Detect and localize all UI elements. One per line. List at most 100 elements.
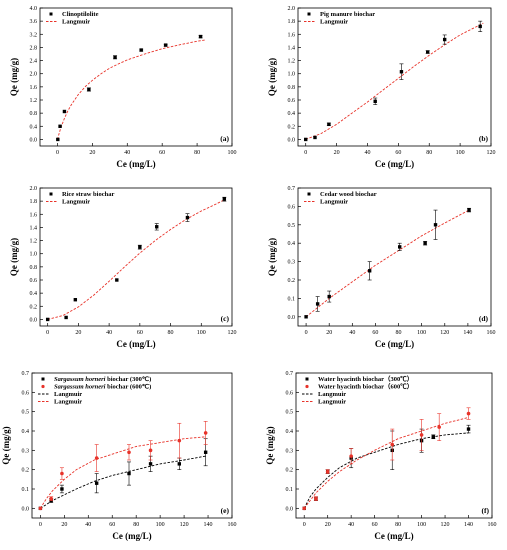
panel-label: (a) <box>220 134 229 143</box>
legend-label: Rice straw biochar <box>62 191 114 198</box>
y-tick-label: 1.4 <box>30 225 38 231</box>
data-point <box>60 487 64 491</box>
y-axis-label: Qe (mg/g) <box>1 426 11 464</box>
plot-frame <box>297 187 492 327</box>
chart-panel-1: 0 20 40 60 80 100 0.0 0.4 0.8 1.2 1.6 2.0 2.4 2.8 3.2 3… <box>9 6 237 169</box>
legend-marker <box>305 377 309 381</box>
data-point <box>60 471 64 476</box>
x-tick-label: 80 <box>194 150 200 156</box>
data-point <box>399 70 404 74</box>
y-tick-label: 1.0 <box>30 252 38 258</box>
y-tick-label: 0.4 <box>30 291 38 297</box>
legend-marker <box>41 377 45 381</box>
data-point <box>185 215 190 220</box>
data-point <box>49 496 53 501</box>
x-tick-label: 0 <box>305 330 308 336</box>
data-point <box>315 302 320 306</box>
x-tick-label: 100 <box>228 150 237 156</box>
series-line <box>47 199 225 320</box>
y-tick-label: 0.8 <box>288 85 296 91</box>
y-tick-label: 0.4 <box>288 241 296 247</box>
y-tick-label: 1.4 <box>288 45 296 51</box>
chart-panel-4: 0 20 40 60 80 100 120 140 160 0.0 0.1 0.2 0.3 0.4 0.5 0… <box>267 186 496 349</box>
series-line <box>40 436 206 509</box>
series-line <box>303 432 469 509</box>
legend-label-italic: Sargassum horneri <box>54 376 106 383</box>
legend-label: Water hyacinth biochar（600℃） <box>318 383 413 391</box>
y-tick-label: 0.6 <box>286 390 294 396</box>
series-line <box>305 209 470 318</box>
x-axis-label: Ce (mg/L) <box>374 531 413 541</box>
y-tick-label: 0.7 <box>286 371 294 377</box>
data-point <box>442 37 447 42</box>
data-point <box>327 294 331 299</box>
y-tick-label: 0.4 <box>288 111 296 117</box>
y-axis-label: Qe (mg/g) <box>9 238 19 276</box>
data-point <box>466 427 471 431</box>
y-tick-label: 1.6 <box>30 85 38 91</box>
x-axis-label: Ce (mg/L) <box>375 159 414 169</box>
y-tick-label: 0.0 <box>30 137 38 143</box>
data-point <box>433 223 438 227</box>
x-tick-label: 40 <box>85 522 91 528</box>
data-point <box>148 462 153 466</box>
x-tick-label: 60 <box>395 150 401 156</box>
data-point <box>367 269 372 273</box>
y-tick-label: 0.1 <box>288 296 296 302</box>
x-tick-label: 120 <box>180 522 189 528</box>
y-tick-label: 1.6 <box>30 212 38 218</box>
x-tick-label: 40 <box>124 150 130 156</box>
data-point <box>398 245 402 249</box>
y-tick-label: 0.7 <box>288 186 296 192</box>
x-tick-label: 100 <box>417 522 426 528</box>
data-point <box>138 245 142 249</box>
y-tick-label: 0.2 <box>22 468 30 474</box>
data-point <box>314 496 318 501</box>
data-point <box>304 137 308 142</box>
data-point <box>177 462 182 466</box>
x-axis-label: Ce (mg/L) <box>116 339 155 349</box>
x-tick-label: 140 <box>204 522 213 528</box>
y-tick-label: 1.2 <box>288 59 296 65</box>
legend-label: Sargassum horneri biochar (600℃) <box>54 383 151 391</box>
x-tick-label: 40 <box>364 150 370 156</box>
chart-panel-2: 0 20 40 60 80 100 120 0.0 0.2 0.4 0.6 0.8 1.0 1.2 1.4 1… <box>267 6 496 169</box>
plot-frame <box>39 187 233 327</box>
panel-label: (f) <box>482 506 490 515</box>
x-tick-label: 100 <box>417 330 426 336</box>
y-axis-label: Qe (mg/g) <box>267 58 277 96</box>
data-point <box>73 298 78 302</box>
series-line <box>305 22 484 140</box>
x-tick-label: 40 <box>348 522 354 528</box>
legend-marker <box>307 192 311 196</box>
x-tick-label: 60 <box>372 522 378 528</box>
y-tick-label: 3.2 <box>30 32 38 38</box>
y-tick-label: 0.5 <box>288 223 296 229</box>
x-tick-label: 160 <box>488 522 497 528</box>
legend-label: Sargassum horneri biochar (300℃) <box>54 375 151 383</box>
x-tick-label: 120 <box>487 150 496 156</box>
y-tick-label: 0.2 <box>288 124 296 130</box>
x-tick-label: 40 <box>106 330 112 336</box>
x-tick-label: 60 <box>137 330 143 336</box>
y-tick-label: 3.6 <box>30 19 38 25</box>
y-tick-label: 1.2 <box>30 239 38 245</box>
plot-frame <box>295 372 493 519</box>
x-tick-label: 20 <box>325 522 331 528</box>
data-point <box>64 315 68 320</box>
y-tick-label: 2.0 <box>288 6 296 12</box>
x-axis-label: Ce (mg/L) <box>375 339 414 349</box>
y-tick-label: 1.0 <box>288 72 296 78</box>
legend-marker <box>49 12 53 16</box>
x-tick-label: 60 <box>159 150 165 156</box>
chart-panel-5: 0 20 40 60 80 100 120 140 160 0.0 0.1 0.2 0.3 0.4 0.5 0… <box>1 371 237 541</box>
chart-panel-3: 0 20 40 60 80 100 120 0.0 0.2 0.4 0.6 0.8 1.0 1.2 1.4 1… <box>9 186 237 349</box>
legend-marker <box>307 12 311 16</box>
data-point <box>425 50 430 54</box>
y-tick-label: 1.8 <box>288 19 296 25</box>
panel-label: (e) <box>221 506 230 515</box>
x-tick-label: 0 <box>303 522 306 528</box>
data-point <box>478 24 482 29</box>
y-tick-label: 0.2 <box>30 304 38 310</box>
y-tick-label: 0.8 <box>30 111 38 117</box>
